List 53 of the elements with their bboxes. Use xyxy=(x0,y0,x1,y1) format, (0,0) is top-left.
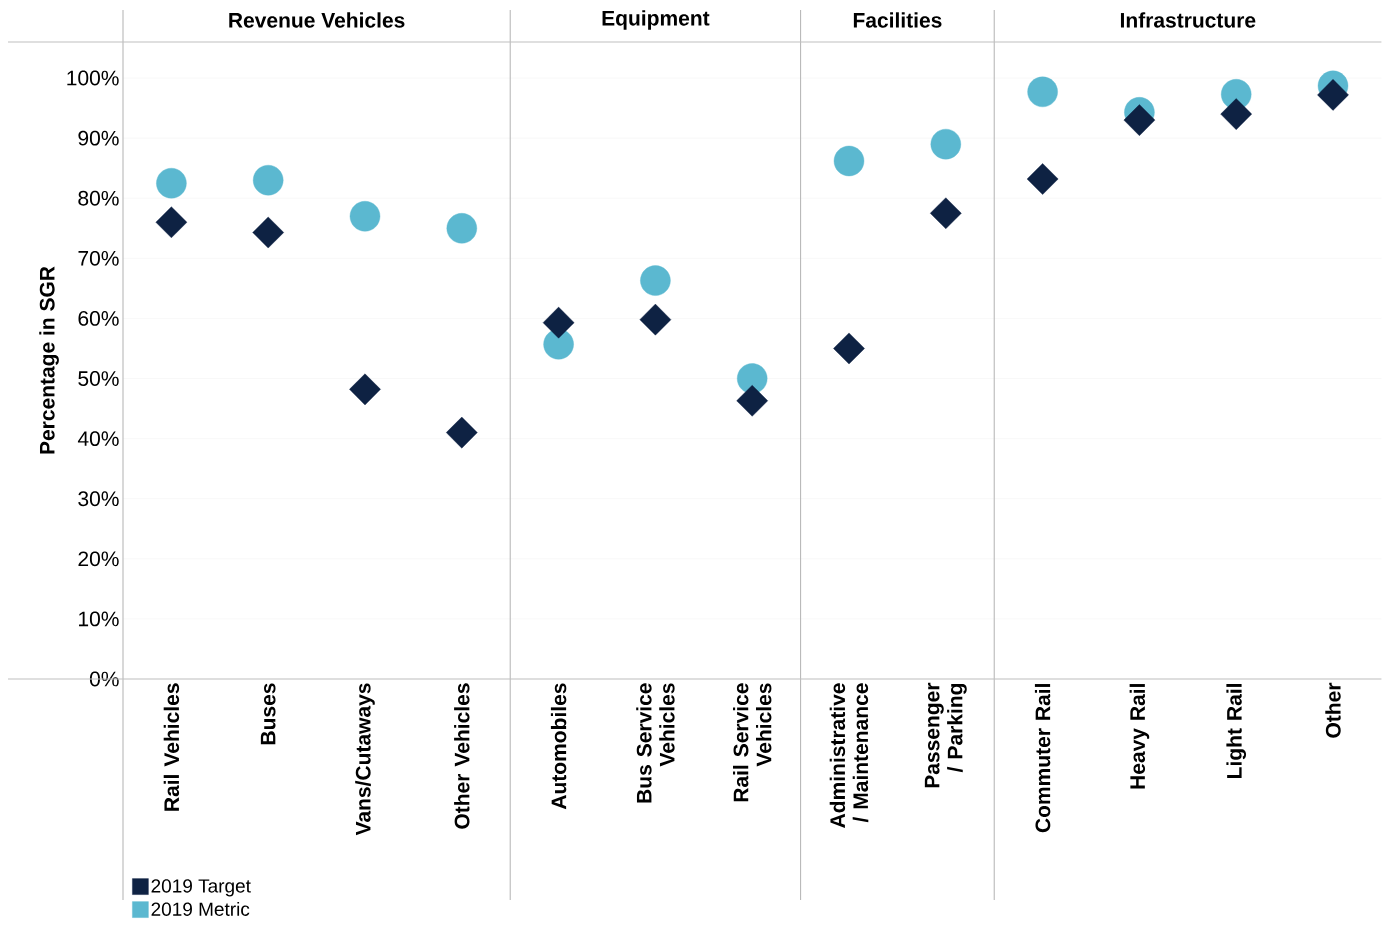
point xyxy=(639,303,672,336)
point xyxy=(930,197,962,230)
y-tick-label: 90% xyxy=(78,130,119,146)
y-tick-label: 10% xyxy=(79,611,119,627)
y-axis-title: Percentage in SGR xyxy=(39,266,59,454)
point xyxy=(542,306,575,339)
chart-title: Revenue Vehicles xyxy=(229,12,405,28)
x-tick-label: Other xyxy=(1325,682,1341,738)
y-tick-label: 40% xyxy=(77,431,119,447)
chart-title: Equipment xyxy=(602,10,710,30)
x-tick-label: Automobiles xyxy=(550,683,567,810)
x-tick-label: Heavy Rail xyxy=(1129,684,1150,789)
x-tick-label: Commuter Rail xyxy=(1034,684,1051,833)
legend-label: 2019 Metric xyxy=(151,901,250,916)
x-tick-label: Passenger / Parking xyxy=(924,682,967,788)
point xyxy=(833,145,865,177)
x-tick-label: Buses xyxy=(260,683,276,745)
legend-label: 2019 Target xyxy=(151,879,251,897)
x-tick-label: Other Vehicles xyxy=(454,683,470,829)
x-tick-label: Rail Vehicles xyxy=(163,683,180,811)
chart-title: Facilities xyxy=(853,12,942,28)
y-tick-label: 80% xyxy=(78,190,119,206)
point xyxy=(1026,163,1059,195)
x-tick-label: Rail Service Vehicles xyxy=(733,683,772,802)
point xyxy=(446,416,478,449)
x-tick-label: Bus Service Vehicles xyxy=(636,683,675,803)
point xyxy=(252,216,284,249)
point xyxy=(1317,79,1349,111)
point xyxy=(349,373,381,406)
x-tick-label: Administrative / Maintenance xyxy=(829,683,869,828)
point xyxy=(1027,76,1058,108)
point xyxy=(1220,98,1252,130)
y-tick-label: 0% xyxy=(89,671,119,687)
point xyxy=(156,168,187,199)
y-tick-label: 60% xyxy=(78,311,119,326)
point xyxy=(349,201,381,232)
point xyxy=(1123,104,1156,136)
point xyxy=(446,213,477,244)
x-tick-label: Vans/Cutaways xyxy=(355,683,375,836)
point xyxy=(736,385,768,417)
point xyxy=(155,206,188,239)
x-tick-label: Light Rail xyxy=(1226,684,1247,778)
y-tick-label: 100% xyxy=(67,70,119,86)
point xyxy=(737,363,768,394)
chart-title: Infrastructure xyxy=(1120,12,1256,28)
y-tick-label: 30% xyxy=(78,491,119,507)
y-tick-label: 50% xyxy=(78,371,119,386)
point xyxy=(833,332,865,365)
y-tick-label: 20% xyxy=(78,551,119,567)
point xyxy=(640,265,671,296)
y-tick-label: 70% xyxy=(78,250,119,266)
point xyxy=(253,165,284,196)
point xyxy=(930,128,962,160)
